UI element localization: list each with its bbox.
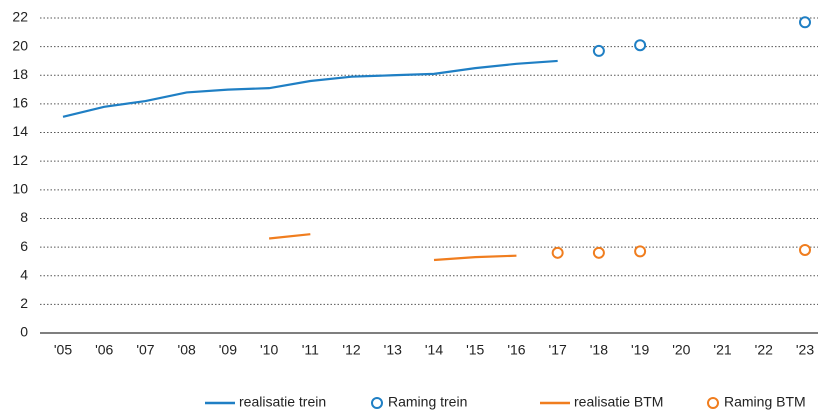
y-tick-label: 8 — [20, 209, 28, 225]
x-tick-label: '09 — [219, 342, 237, 358]
x-tick-label: '12 — [342, 342, 360, 358]
x-tick-label: '23 — [796, 342, 814, 358]
y-tick-label: 20 — [12, 37, 28, 53]
x-tick-label: '16 — [507, 342, 525, 358]
legend-swatch — [707, 397, 719, 409]
x-tick-label: '18 — [590, 342, 608, 358]
marker — [592, 44, 605, 57]
y-tick-label: 10 — [12, 181, 28, 197]
y-tick-label: 12 — [12, 152, 28, 168]
y-tick-label: 18 — [12, 66, 28, 82]
y-tick-label: 6 — [20, 238, 28, 254]
x-tick-label: '08 — [178, 342, 196, 358]
y-tick-label: 22 — [12, 9, 28, 25]
marker — [799, 243, 811, 256]
x-tick-label: '14 — [425, 342, 443, 358]
y-tick-label: 0 — [20, 324, 28, 340]
x-tick-label: '15 — [466, 342, 484, 358]
x-tick-label: '13 — [384, 342, 402, 358]
x-tick-label: '11 — [302, 342, 319, 358]
y-tick-label: 4 — [20, 266, 28, 282]
series-line — [62, 59, 558, 118]
legend-label: realisatie BTM — [574, 394, 663, 410]
x-tick-label: '22 — [755, 342, 773, 358]
x-tick-label: '07 — [136, 342, 154, 358]
series-line — [268, 233, 517, 262]
y-tick-label: 14 — [12, 123, 28, 139]
marker — [551, 246, 564, 259]
x-tick-label: '10 — [260, 342, 278, 358]
x-tick-label: '20 — [672, 342, 690, 358]
legend-label: realisatie trein — [239, 394, 326, 410]
legend-label: Raming trein — [388, 394, 467, 410]
marker — [634, 39, 647, 52]
marker — [799, 16, 811, 29]
marker — [634, 245, 647, 258]
x-tick-label: '19 — [631, 342, 649, 358]
legend-label: Raming BTM — [724, 394, 806, 410]
y-tick-label: 16 — [12, 95, 28, 111]
x-tick-label: '06 — [95, 342, 113, 358]
legend-swatch — [371, 397, 383, 409]
y-tick-label: 2 — [20, 295, 28, 311]
x-tick-label: '21 — [713, 342, 731, 358]
x-tick-label: '05 — [54, 342, 72, 358]
marker — [592, 246, 605, 259]
x-tick-label: '17 — [549, 342, 567, 358]
